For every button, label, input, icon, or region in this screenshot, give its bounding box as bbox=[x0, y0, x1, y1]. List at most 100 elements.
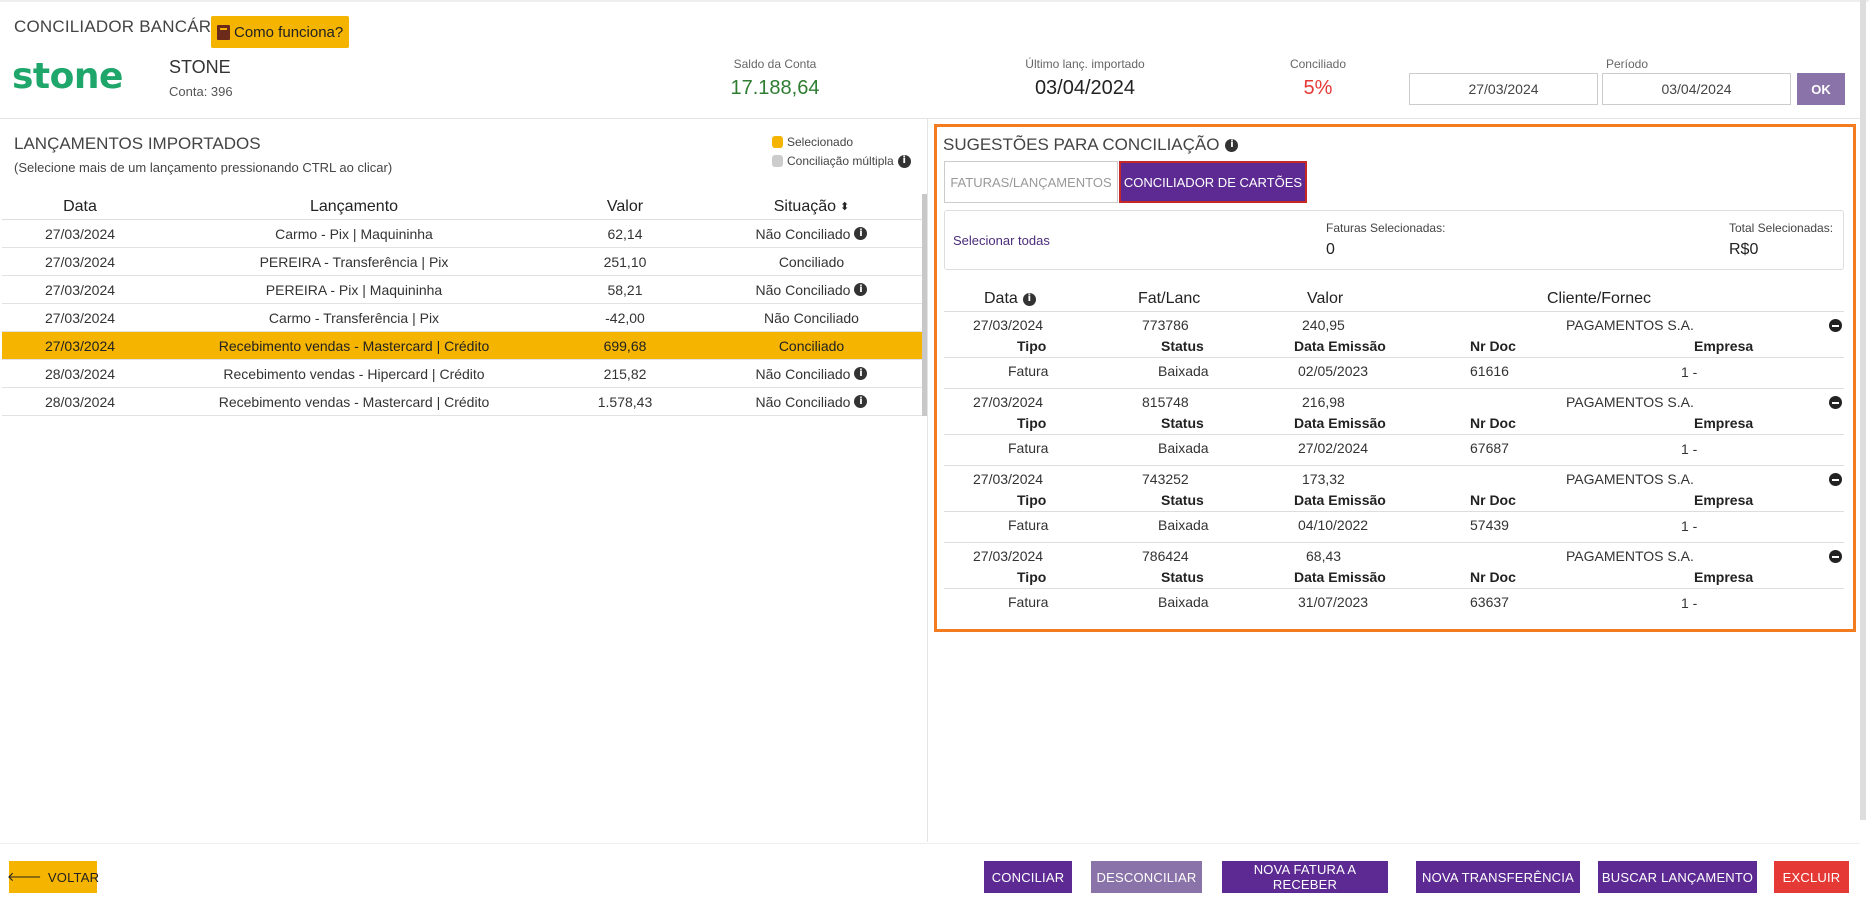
sort-icon[interactable]: ⬍ bbox=[840, 201, 850, 213]
cell-data: 28/03/2024 bbox=[44, 393, 116, 410]
cell-valor: 251,10 bbox=[603, 253, 647, 270]
cell-valor: 58,21 bbox=[607, 281, 643, 298]
delete-button[interactable]: EXCLUIR bbox=[1774, 861, 1849, 893]
sug-nrdoc: 63637 bbox=[1470, 594, 1509, 610]
row-divider bbox=[944, 357, 1844, 358]
sug-data: 27/03/2024 bbox=[973, 471, 1044, 487]
imported-subtitle: (Selecione mais de um lançamento pressio… bbox=[14, 160, 393, 175]
col-data[interactable]: Data bbox=[63, 197, 97, 215]
info-icon[interactable]: i bbox=[1022, 292, 1036, 306]
info-icon[interactable]: i bbox=[854, 367, 868, 380]
sub-col-tipo: Tipo bbox=[1017, 492, 1047, 508]
top-border bbox=[0, 0, 1869, 2]
cell-situacao: Não Conciliado i bbox=[700, 366, 923, 382]
header-divider bbox=[0, 118, 1860, 119]
conciliado-label: Conciliado bbox=[1289, 57, 1347, 71]
period-to-input[interactable] bbox=[1602, 73, 1791, 105]
unreconcile-button[interactable]: DESCONCILIAR bbox=[1091, 861, 1202, 893]
suggestion-item[interactable]: 27/03/2024 743252 173,32 PAGAMENTOS S.A.… bbox=[944, 465, 1844, 542]
search-entry-button[interactable]: BUSCAR LANÇAMENTO bbox=[1598, 861, 1757, 893]
tab-conciliador-cartoes[interactable]: CONCILIADOR DE CARTÕES bbox=[1119, 161, 1307, 203]
page-scrollbar[interactable] bbox=[1860, 0, 1866, 820]
cell-lancamento: Recebimento vendas - Mastercard | Crédit… bbox=[218, 393, 490, 410]
table-row[interactable]: 27/03/2024 Carmo - Transferência | Pix -… bbox=[2, 304, 923, 332]
bank-account: Conta: 396 bbox=[169, 84, 233, 99]
arrow-left-icon: 🡐 bbox=[6, 869, 42, 884]
table-row[interactable]: 28/03/2024 Recebimento vendas - Masterca… bbox=[2, 388, 923, 416]
sub-col-empresa: Empresa bbox=[1694, 338, 1754, 354]
suggestion-item[interactable]: 27/03/2024 786424 68,43 PAGAMENTOS S.A. … bbox=[944, 542, 1844, 619]
sub-col-emissao: Data Emissão bbox=[1294, 569, 1386, 585]
sub-col-tipo: Tipo bbox=[1017, 338, 1047, 354]
row-divider bbox=[944, 465, 1844, 466]
sub-col-tipo: Tipo bbox=[1017, 415, 1047, 431]
status-text: Não Conciliado bbox=[755, 365, 851, 382]
cell-data: 27/03/2024 bbox=[44, 337, 116, 354]
cell-lancamento: Carmo - Transferência | Pix bbox=[268, 309, 440, 326]
saldo-label: Saldo da Conta bbox=[733, 57, 817, 71]
new-transfer-button[interactable]: NOVA TRANSFERÊNCIA bbox=[1416, 861, 1580, 893]
minus-circle-icon[interactable] bbox=[1829, 319, 1842, 332]
bank-name: STONE bbox=[169, 57, 231, 77]
sub-col-empresa: Empresa bbox=[1694, 492, 1754, 508]
period-from-input[interactable] bbox=[1409, 73, 1598, 105]
sug-status: Baixada bbox=[1158, 440, 1209, 456]
sug-fat: 786424 bbox=[1142, 548, 1189, 564]
sub-col-status: Status bbox=[1161, 338, 1204, 354]
tab-faturas-lancamentos[interactable]: FATURAS/LANÇAMENTOS bbox=[944, 161, 1118, 203]
suggestion-item[interactable]: 27/03/2024 773786 240,95 PAGAMENTOS S.A.… bbox=[944, 311, 1844, 388]
panel-divider bbox=[927, 118, 928, 842]
cell-valor: 215,82 bbox=[603, 365, 647, 382]
sug-data: 27/03/2024 bbox=[973, 548, 1044, 564]
info-icon[interactable]: i bbox=[854, 283, 868, 296]
new-invoice-button[interactable]: NOVA FATURA A RECEBER bbox=[1222, 861, 1388, 893]
suggestions-highlight-box bbox=[934, 124, 1856, 632]
sug-empresa: 1 - bbox=[1681, 441, 1698, 457]
legend-multiple-label: Conciliação múltipla bbox=[787, 154, 894, 168]
total-selected-label: Total Selecionadas: bbox=[1729, 221, 1834, 235]
col-situacao[interactable]: Situação ⬍ bbox=[700, 198, 923, 216]
reconcile-button[interactable]: CONCILIAR bbox=[984, 861, 1072, 893]
sub-col-nrdoc: Nr Doc bbox=[1470, 569, 1516, 585]
total-selected-value: R$0 bbox=[1729, 241, 1759, 258]
minus-circle-icon[interactable] bbox=[1829, 396, 1842, 409]
col-lancamento[interactable]: Lançamento bbox=[309, 197, 399, 215]
stat-conciliado: Conciliado 5% bbox=[1270, 57, 1366, 100]
back-button[interactable]: 🡐 VOLTAR bbox=[6, 861, 99, 893]
table-row[interactable]: 28/03/2024 Recebimento vendas - Hipercar… bbox=[2, 360, 923, 388]
conciliado-value: 5% bbox=[1303, 77, 1333, 99]
how-it-works-button[interactable]: Como funciona? bbox=[211, 16, 350, 48]
suggestion-item[interactable]: 27/03/2024 815748 216,98 PAGAMENTOS S.A.… bbox=[944, 388, 1844, 465]
period-ok-button[interactable]: OK bbox=[1797, 73, 1845, 105]
info-icon[interactable]: i bbox=[1225, 138, 1239, 152]
status-text: Não Conciliado bbox=[764, 309, 859, 326]
imported-table: Data Lançamento Valor Situação ⬍ 27/03/2… bbox=[2, 194, 923, 416]
cell-lancamento: PEREIRA - Transferência | Pix bbox=[259, 253, 449, 270]
table-row[interactable]: 27/03/2024 PEREIRA - Transferência | Pix… bbox=[2, 248, 923, 276]
sug-tipo: Fatura bbox=[1008, 363, 1049, 379]
bank-logo: stone bbox=[12, 56, 123, 97]
table-scrollbar[interactable] bbox=[922, 194, 928, 416]
cell-lancamento: Recebimento vendas - Hipercard | Crédito bbox=[223, 365, 485, 382]
col-situacao-label: Situação bbox=[773, 197, 837, 215]
table-row-selected[interactable]: 27/03/2024 Recebimento vendas - Masterca… bbox=[2, 332, 923, 360]
minus-circle-icon[interactable] bbox=[1829, 550, 1842, 563]
col-valor[interactable]: Valor bbox=[606, 197, 644, 215]
faturas-selected-value: 0 bbox=[1326, 241, 1335, 258]
row-divider bbox=[944, 434, 1844, 435]
sub-col-status: Status bbox=[1161, 415, 1204, 431]
legend-selected: Selecionado bbox=[772, 135, 853, 149]
select-all-link[interactable]: Selecionar todas bbox=[953, 233, 1050, 248]
info-icon[interactable]: i bbox=[854, 227, 868, 240]
sug-col-valor: Valor bbox=[1307, 290, 1344, 307]
info-icon[interactable]: i bbox=[897, 154, 911, 168]
sug-valor: 240,95 bbox=[1302, 317, 1345, 333]
info-icon[interactable]: i bbox=[854, 395, 868, 408]
sug-empresa: 1 - bbox=[1681, 518, 1698, 534]
sug-status: Baixada bbox=[1158, 517, 1209, 533]
sug-data: 27/03/2024 bbox=[973, 394, 1044, 410]
table-row[interactable]: 27/03/2024 PEREIRA - Pix | Maquininha 58… bbox=[2, 276, 923, 304]
sug-valor: 68,43 bbox=[1306, 548, 1342, 564]
minus-circle-icon[interactable] bbox=[1829, 473, 1842, 486]
table-row[interactable]: 27/03/2024 Carmo - Pix | Maquininha 62,1… bbox=[2, 220, 923, 248]
